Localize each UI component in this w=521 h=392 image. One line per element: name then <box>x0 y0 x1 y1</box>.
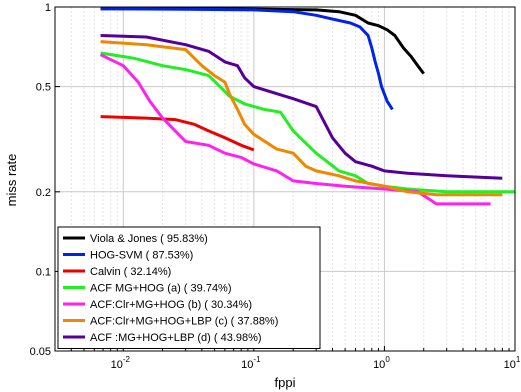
legend-entry: Calvin ( 32.14%) <box>90 266 171 278</box>
plot-frame <box>54 6 516 352</box>
series-line-7 <box>100 34 503 180</box>
series-layer <box>99 7 515 206</box>
y-tick-label: 0.05 <box>30 346 51 358</box>
legend-entry: ACF :MG+HOG+LBP (d) ( 43.98%) <box>90 332 262 344</box>
series-line-5 <box>99 53 491 206</box>
y-axis-ticks: 0.05 0.1 0.2 0.5 1 <box>30 2 60 358</box>
x-tick-label: 101 <box>504 355 521 371</box>
series-line-3 <box>100 115 255 152</box>
y-tick-label: 0.5 <box>36 82 51 94</box>
legend-entry: Viola & Jones ( 95.83%) <box>90 233 208 245</box>
y-axis-label: miss rate <box>4 154 19 207</box>
legend-entry: ACF MG+HOG (a) ( 39.74%) <box>90 283 232 295</box>
x-tick-label: 10-1 <box>241 355 261 371</box>
x-axis-ticks: 10-2 10-1 100 101 <box>54 346 521 371</box>
legend-entry: ACF:Clr+MG+HOG+LBP (c) ( 37.88%) <box>90 316 278 328</box>
x-tick-label: 100 <box>373 355 390 371</box>
y-tick-label: 1 <box>45 2 51 14</box>
y-tick-label: 0.2 <box>36 187 51 199</box>
series-line-2 <box>100 7 394 111</box>
x-axis-label: fppi <box>275 375 296 390</box>
legend-entry: ACF:Clr+MG+HOG (b) ( 30.34%) <box>90 299 252 311</box>
legend-entry: HOG-SVM ( 87.53%) <box>90 250 193 262</box>
series-line-6 <box>100 40 503 197</box>
x-tick-label: 10-2 <box>111 355 131 371</box>
legend-box <box>57 226 321 349</box>
y-tick-label: 0.1 <box>36 266 51 278</box>
legend: Viola & Jones ( 95.83%) HOG-SVM ( 87.53%)… <box>57 226 321 349</box>
